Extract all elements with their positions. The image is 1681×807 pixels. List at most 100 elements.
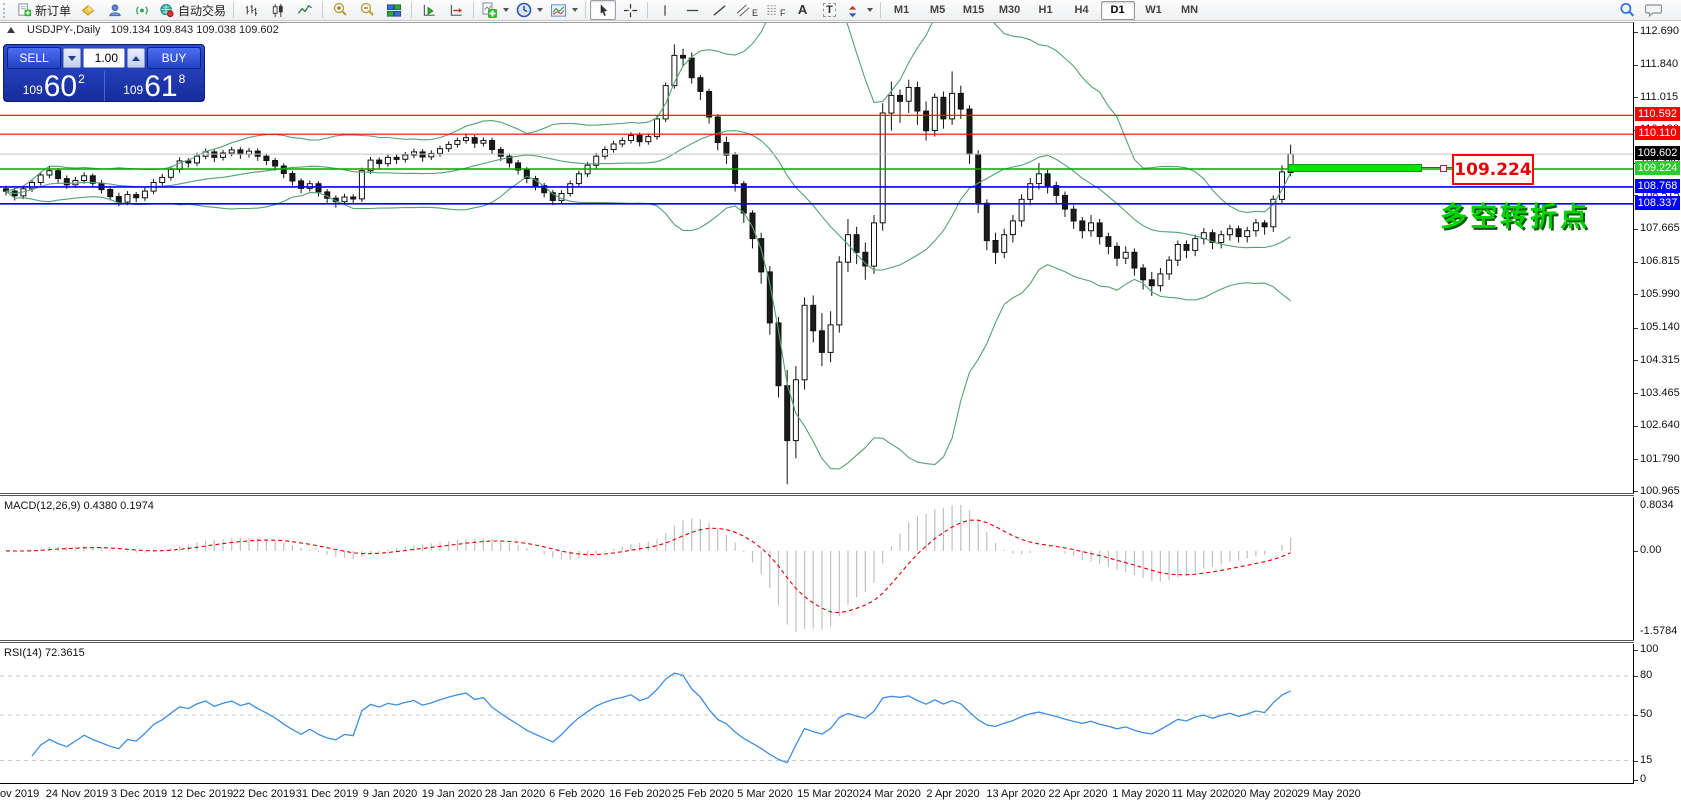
horizontal-line-button[interactable] — [679, 0, 705, 20]
equidistant-channel-button[interactable]: E — [733, 0, 761, 20]
date-label: 3 Dec 2019 — [110, 788, 168, 800]
price-axis[interactable]: 112.690111.840111.015110.190109.340108.5… — [1634, 22, 1681, 785]
support-highlight-bar[interactable] — [1288, 164, 1422, 172]
macd-chart — [5, 505, 1292, 632]
candlestick-chart — [0, 23, 1633, 485]
zoom-out-button[interactable] — [354, 0, 380, 20]
axis-tick-mark — [1634, 393, 1638, 394]
indicators-caret-icon — [503, 8, 510, 12]
volume-input[interactable]: 1.00 — [83, 48, 125, 68]
vertical-line-button[interactable] — [652, 0, 678, 20]
price-divider — [103, 71, 105, 101]
equidistant-channel-icon — [736, 4, 750, 16]
templates-caret-icon — [572, 8, 579, 12]
fibonacci-button[interactable]: F — [762, 0, 789, 20]
price-level-badge: 108.768 — [1635, 179, 1680, 193]
horizontal-level-lines[interactable] — [0, 114, 1633, 205]
turning-point-annotation[interactable]: 多空转折点 — [1440, 202, 1590, 233]
autotrade-button[interactable]: 自动交易 — [156, 0, 229, 20]
macd-label: MACD(12,26,9) 0.4380 0.1974 — [4, 500, 154, 512]
macd-axis-zero: 0.00 — [1640, 544, 1662, 556]
timeframe-m15[interactable]: M15 — [962, 4, 985, 16]
chart-shift-button[interactable] — [443, 0, 469, 20]
price-tick-label: 111.840 — [1640, 58, 1679, 70]
autotrade-label: 自动交易 — [178, 3, 227, 18]
tile-windows-button[interactable] — [381, 0, 407, 20]
date-label: 24 Mar 2020 — [859, 788, 921, 800]
bar-chart-icon — [245, 4, 258, 16]
new-order-button[interactable]: 新订单 — [14, 0, 74, 20]
timeframe-m1[interactable]: M1 — [893, 4, 910, 16]
timeframe-h1[interactable]: H1 — [1038, 4, 1053, 16]
periods-caret-icon — [537, 8, 544, 12]
text-tool-icon: A — [797, 2, 808, 17]
timeframe-toolbar: M1 M5 M15 M30 H1 H4 D1 W1 MN — [885, 0, 1207, 20]
chat-button[interactable] — [1641, 0, 1667, 20]
text-label-button[interactable]: T — [817, 0, 843, 20]
price-box-connector — [1422, 167, 1452, 168]
search-button[interactable] — [1614, 0, 1640, 20]
date-label: 15 Mar 2020 — [797, 788, 859, 800]
timeframe-w1[interactable]: W1 — [1145, 4, 1162, 16]
buy-price-display[interactable]: 109 61 8 — [105, 70, 205, 102]
panel-separator[interactable] — [0, 493, 1634, 496]
rsi-axis-label: 15 — [1640, 754, 1653, 766]
sell-price-pip: 2 — [78, 72, 85, 86]
volume-increase-button[interactable] — [127, 48, 145, 68]
price-level-box[interactable]: 109.224 — [1452, 154, 1534, 185]
main-chart-plot[interactable] — [0, 22, 1634, 494]
one-click-toggle-icon[interactable] — [7, 27, 15, 33]
periods-button[interactable] — [513, 0, 546, 20]
chart-ohlc-values: 109.134 109.843 109.038 109.602 — [110, 24, 279, 36]
trendline-button[interactable] — [706, 0, 732, 20]
cursor-button[interactable] — [590, 0, 617, 20]
candlestick-chart-button[interactable] — [265, 0, 291, 20]
templates-button[interactable] — [547, 0, 581, 20]
rsi-line — [31, 672, 1291, 764]
auto-scroll-button[interactable] — [416, 0, 442, 20]
axis-tick-mark — [1634, 491, 1638, 492]
rsi-panel[interactable]: RSI(14) 72.3615 — [0, 644, 1634, 784]
fibonacci-f-label: F — [780, 8, 786, 18]
tile-windows-icon — [387, 3, 402, 17]
timeframe-m30[interactable]: M30 — [998, 4, 1021, 16]
chat-icon — [1645, 4, 1663, 18]
signal-button[interactable] — [129, 0, 155, 20]
gold-button[interactable] — [75, 0, 101, 20]
buy-button[interactable]: BUY — [147, 47, 201, 69]
axis-tick-mark — [1634, 360, 1638, 361]
timeframe-d1[interactable]: D1 — [1100, 0, 1135, 20]
zoom-in-button[interactable] — [327, 0, 353, 20]
bar-chart-button[interactable] — [238, 0, 264, 20]
line-handle[interactable] — [1440, 165, 1447, 172]
profile-icon — [109, 3, 121, 16]
toolbar-grip[interactable] — [3, 2, 10, 18]
chart-symbol-period: USDJPY-,Daily — [27, 24, 101, 36]
periods-clock-icon — [516, 2, 532, 18]
price-level-badge: 110.110 — [1635, 126, 1680, 140]
auto-scroll-icon — [423, 4, 435, 16]
cursor-icon — [600, 3, 607, 16]
macd-panel[interactable]: MACD(12,26,9) 0.4380 0.1974 — [0, 497, 1634, 640]
sell-button[interactable]: SELL — [7, 47, 61, 69]
indicators-button[interactable] — [478, 0, 512, 20]
text-button[interactable]: A — [790, 0, 816, 20]
price-tick-label: 112.690 — [1640, 25, 1679, 37]
profile-button[interactable] — [102, 0, 128, 20]
vertical-line-icon — [664, 4, 666, 16]
panel-separator[interactable] — [0, 640, 1634, 643]
date-label: 29 May 2020 — [1297, 788, 1361, 800]
date-label: 13 Apr 2020 — [986, 788, 1046, 800]
price-tick-label: 105.140 — [1640, 321, 1680, 333]
one-click-trading-panel: SELL 1.00 BUY 109 60 2 109 61 8 — [3, 44, 205, 102]
arrows-button[interactable] — [844, 0, 876, 20]
timeframe-mn[interactable]: MN — [1180, 4, 1199, 16]
crosshair-button[interactable] — [617, 0, 643, 20]
timeframe-m5[interactable]: M5 — [929, 4, 946, 16]
axis-tick-mark — [1634, 262, 1638, 263]
line-chart-button[interactable] — [292, 0, 318, 20]
timeframe-h4[interactable]: H4 — [1074, 4, 1089, 16]
volume-decrease-button[interactable] — [63, 48, 81, 68]
sell-price-display[interactable]: 109 60 2 — [4, 70, 104, 102]
